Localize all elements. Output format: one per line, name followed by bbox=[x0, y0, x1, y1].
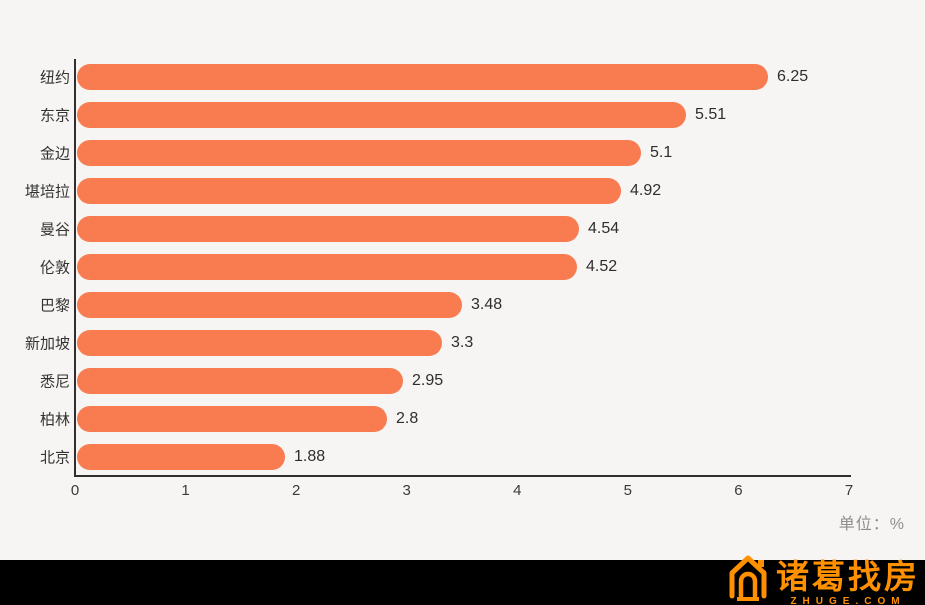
bar-2[interactable] bbox=[77, 140, 641, 166]
category-label: 巴黎 bbox=[39, 297, 70, 315]
watermark-domain: ZHUGE.COM bbox=[790, 596, 906, 605]
bar-3[interactable] bbox=[77, 178, 621, 204]
x-axis-tick: 7 bbox=[844, 482, 854, 499]
value-label: 4.92 bbox=[630, 182, 662, 199]
bar-4[interactable] bbox=[77, 216, 579, 242]
value-label: 3.3 bbox=[451, 334, 474, 351]
bar-rows: 纽约 6.25 东京 5.51 金边 5.1 堪培拉 4.92 曼谷 4.54 伦敦 4.52 巴黎 3.… bbox=[0, 58, 925, 476]
x-axis-tick: 1 bbox=[181, 482, 190, 499]
watermark-logo: 诸葛找房 ZHUGE.COM bbox=[725, 553, 920, 605]
value-label: 3.48 bbox=[471, 296, 503, 313]
unit-label: 单位：% bbox=[838, 516, 905, 533]
value-label: 1.88 bbox=[294, 448, 326, 465]
value-label: 5.1 bbox=[650, 144, 673, 161]
y-axis-line bbox=[74, 59, 76, 477]
bar-1[interactable] bbox=[77, 102, 686, 128]
value-label: 2.8 bbox=[396, 410, 419, 427]
bar-10[interactable] bbox=[77, 444, 285, 470]
category-label: 纽约 bbox=[39, 69, 70, 87]
watermark-text: 诸葛找房 ZHUGE.COM bbox=[776, 553, 920, 605]
table-row: 悉尼 2.95 bbox=[0, 362, 925, 400]
x-axis-line bbox=[74, 475, 851, 477]
x-axis-tick: 2 bbox=[291, 482, 301, 499]
category-label: 堪培拉 bbox=[24, 183, 70, 201]
x-axis-tick: 3 bbox=[402, 482, 411, 499]
value-label: 2.95 bbox=[412, 372, 444, 389]
category-label: 悉尼 bbox=[39, 373, 70, 391]
table-row: 柏林 2.8 bbox=[0, 400, 925, 438]
table-row: 北京 1.88 bbox=[0, 438, 925, 476]
table-row: 新加坡 3.3 bbox=[0, 324, 925, 362]
bar-6[interactable] bbox=[77, 292, 462, 318]
bar-0[interactable] bbox=[77, 64, 768, 90]
table-row: 巴黎 3.48 bbox=[0, 286, 925, 324]
category-label: 金边 bbox=[39, 145, 70, 163]
x-axis-tick: 0 bbox=[70, 482, 80, 499]
table-row: 曼谷 4.54 bbox=[0, 210, 925, 248]
value-label: 4.54 bbox=[588, 220, 620, 237]
category-label: 北京 bbox=[39, 449, 70, 467]
x-axis-tick: 4 bbox=[513, 482, 522, 499]
table-row: 堪培拉 4.92 bbox=[0, 172, 925, 210]
bar-9[interactable] bbox=[77, 406, 387, 432]
value-label: 4.52 bbox=[586, 258, 618, 275]
bar-7[interactable] bbox=[77, 330, 442, 356]
house-icon bbox=[729, 555, 767, 601]
footer-black-bar bbox=[0, 560, 925, 605]
value-label: 6.25 bbox=[777, 68, 809, 85]
bar-8[interactable] bbox=[77, 368, 403, 394]
table-row: 金边 5.1 bbox=[0, 134, 925, 172]
bar-5[interactable] bbox=[77, 254, 577, 280]
table-row: 伦敦 4.52 bbox=[0, 248, 925, 286]
category-label: 新加坡 bbox=[24, 335, 70, 353]
category-label: 柏林 bbox=[39, 411, 70, 429]
table-row: 纽约 6.25 bbox=[0, 58, 925, 96]
category-label: 东京 bbox=[39, 107, 70, 125]
value-label: 5.51 bbox=[695, 106, 727, 123]
category-label: 曼谷 bbox=[39, 221, 70, 239]
x-axis-tick: 5 bbox=[623, 482, 633, 499]
x-axis-tick: 6 bbox=[734, 482, 743, 499]
watermark-brand: 诸葛找房 bbox=[776, 558, 920, 595]
category-label: 伦敦 bbox=[39, 259, 70, 277]
table-row: 东京 5.51 bbox=[0, 96, 925, 134]
